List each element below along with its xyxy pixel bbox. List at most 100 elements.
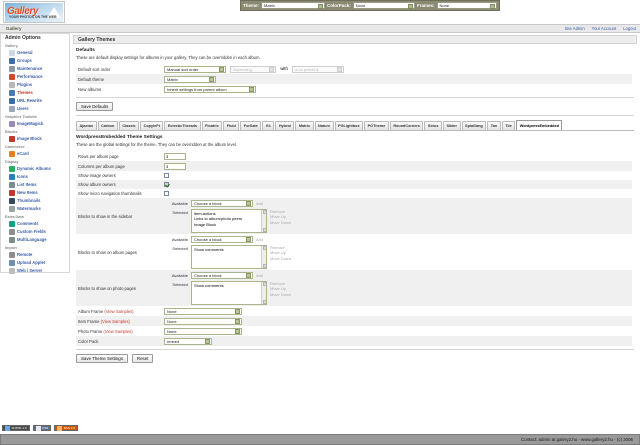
preset-select[interactable]: a no preset a [291,65,344,73]
tab-matrix[interactable]: Matrix [295,121,314,130]
sidebar-item-imagemagick[interactable]: ImageMagick [9,120,70,127]
reset-button[interactable]: Reset [131,354,154,363]
scroll-up-icon[interactable] [262,209,266,214]
sidebar-item-web-server[interactable]: Web / Server [9,267,70,274]
badge-css[interactable]: CSS [32,425,52,431]
scrollbar[interactable] [261,209,266,232]
tab-pglightbox[interactable]: PGLightbox [334,121,364,130]
theme-select[interactable]: Matrix [261,2,326,9]
sidebar-item-custom-fields[interactable]: Custom Fields [9,228,70,235]
rows-per-page-input[interactable]: 3 [164,152,186,160]
list-item[interactable]: Show comments [194,282,224,288]
tab-sirius[interactable]: Sirius [424,121,442,130]
move-down-link[interactable]: Move Down [270,219,292,225]
list-item[interactable]: Links to album/photo peers [194,216,243,221]
sidebar-item-users[interactable]: Users [9,105,70,112]
list-item[interactable]: Image Block [194,221,217,227]
sidebar-item-new-items[interactable]: New Items [9,189,70,196]
move-up-link[interactable]: Move Up [270,286,287,291]
move-up-link[interactable]: Move Up [270,214,287,219]
tab-forsale[interactable]: ForSale [240,121,262,130]
list-item[interactable]: item-actions [194,210,216,216]
badge-rss[interactable]: RSS 2.0 [54,425,78,431]
tab-carbon[interactable]: Carbon [97,121,118,130]
move-down-link[interactable]: Move Down [270,255,292,261]
show-album-owners-checkbox[interactable] [164,181,169,187]
scroll-up-icon[interactable] [262,245,266,250]
album-frame-select[interactable]: None [164,307,242,315]
tab-slider[interactable]: Slider [442,121,461,130]
tab-hybrid[interactable]: Hybrid [275,121,295,130]
sidebar-item-list-items[interactable]: List Items [9,181,70,188]
album-frame-samples-link[interactable]: (View Samples) [104,308,134,314]
scroll-up-icon[interactable] [262,281,266,286]
remove-link[interactable]: Remove [270,280,285,286]
link-logout[interactable]: Logout [623,26,636,31]
sidebar-item-maintenance[interactable]: Maintenance [9,65,70,72]
sidebar-item-general[interactable]: General [9,49,70,56]
sidebar-item-thumbnails[interactable]: Thumbnails [9,197,70,204]
move-down-link[interactable]: Move Down [270,291,292,297]
sidebar-item-themes[interactable]: Themes [9,89,70,96]
photo-frame-select[interactable]: None [164,327,242,335]
sidebar-item-icons[interactable]: Icons [9,173,70,180]
move-up-link[interactable]: Move Up [270,250,287,255]
tab-splagang[interactable]: SplaGang [461,121,487,130]
tab-eclecticthreads[interactable]: EclecticThreads [164,121,201,130]
scroll-down-icon[interactable] [262,227,266,232]
item-frame-samples-link[interactable]: (View Samples) [100,318,130,324]
album-add-link[interactable]: Add [256,236,264,242]
sidebar-item-remote[interactable]: Remote [9,251,70,258]
tab-copyleft[interactable]: CopyleFt [140,121,164,130]
sidebar-item-dynamic-albums[interactable]: Dynamic Albums [9,165,70,172]
tab-floatrix[interactable]: Floatrix [201,121,223,130]
frames-select[interactable]: None [436,2,497,9]
scrollbar[interactable] [261,245,266,268]
colorpack-select[interactable]: None [352,2,416,9]
photo-frame-samples-link[interactable]: (View Samples) [103,328,133,334]
tab-fluid[interactable]: Fluid [223,121,240,130]
sidebar-available-select[interactable]: Choose a block [191,199,253,207]
tab-g1[interactable]: G1 [262,121,275,130]
breadcrumb-root[interactable]: Gallery [6,26,22,31]
remove-link[interactable]: Remove [270,244,285,250]
link-site-admin[interactable]: Site Admin [564,26,585,31]
sidebar-add-link[interactable]: Add [256,200,264,206]
tab-tan[interactable]: Tan [487,121,501,130]
scroll-down-icon[interactable] [262,299,266,304]
sort-order-select[interactable]: Manual sort order [164,65,226,73]
new-albums-select[interactable]: Inherit settings from parent album [164,85,256,93]
sidebar-item-plugins[interactable]: Plugins [9,81,70,88]
sidebar-item-upload-applet[interactable]: Upload Applet [9,259,70,266]
show-image-owners-checkbox[interactable] [164,172,169,178]
list-item[interactable]: Show comments [194,246,224,252]
tab-pgtheme[interactable]: PGTheme [364,121,389,130]
sidebar-item-url-rewrite[interactable]: URL Rewrite [9,97,70,104]
photo-add-link[interactable]: Add [256,272,264,278]
tab-nature[interactable]: Nature [314,121,334,130]
sidebar-item-ecard[interactable]: eCard [9,150,70,157]
logo-container[interactable]: Gallery YOUR PHOTOS ON THE WEB [3,1,65,23]
scrollbar[interactable] [261,281,266,304]
photo-selected-list[interactable]: Show comments [191,280,267,305]
show-micro-nav-checkbox[interactable] [164,190,169,196]
sidebar-item-multilanguage[interactable]: MultiLanguage [9,236,70,243]
link-your-account[interactable]: Your Account [591,26,617,31]
photo-available-select[interactable]: Choose a block [191,271,253,279]
tab-wordpressembedded[interactable]: WordpressEmbedded [516,120,563,130]
default-theme-select[interactable]: Matrix [164,75,216,83]
tab-classic[interactable]: Classic [118,121,140,130]
tab-ajaxian[interactable]: Ajaxian [76,121,97,130]
sidebar-item-performance[interactable]: Performance [9,73,70,80]
sort-direction-select[interactable]: Ascending [230,65,277,73]
tab-roundcorners[interactable]: RoundCorners [389,121,424,130]
badge-xhtml[interactable]: XHTML 1.0 [2,425,30,431]
sidebar-item-image-block[interactable]: Image Block [9,135,70,142]
album-available-select[interactable]: Choose a block [191,235,253,243]
album-selected-list[interactable]: Show comments [191,244,267,269]
remove-link[interactable]: Remove [270,208,285,214]
sidebar-item-watermarks[interactable]: Watermarks [9,205,70,212]
save-defaults-button[interactable]: Save Defaults [76,102,114,111]
color-pack-select[interactable]: embed [164,337,212,345]
tab-tile[interactable]: Tile [501,121,516,130]
